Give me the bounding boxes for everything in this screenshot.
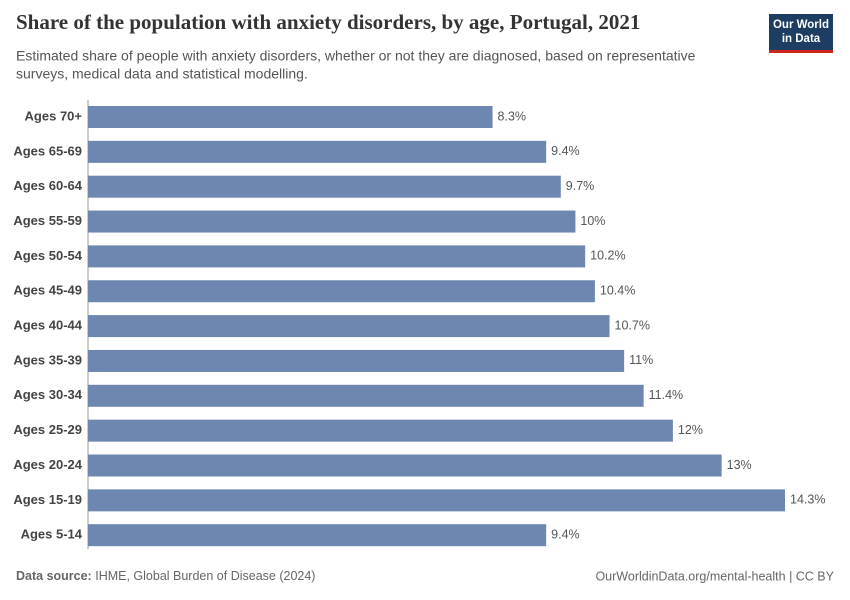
bar xyxy=(88,210,576,233)
value-label: 14.3% xyxy=(790,493,825,507)
source-text: IHME, Global Burden of Disease (2024) xyxy=(95,569,315,583)
bar xyxy=(88,106,493,128)
footer-link[interactable]: OurWorldinData.org/mental-health | CC BY xyxy=(595,569,834,583)
source-label: Data source: xyxy=(16,569,92,583)
bar xyxy=(88,349,625,372)
y-tick-label: Ages 70+ xyxy=(25,108,83,123)
y-tick-label: Ages 20-24 xyxy=(13,457,82,472)
y-tick-label: Ages 15-19 xyxy=(13,492,82,507)
logo-text: in Data xyxy=(782,33,821,45)
bar xyxy=(88,419,673,442)
value-label: 10.2% xyxy=(590,249,625,263)
value-label: 9.7% xyxy=(566,179,595,193)
value-label: 12% xyxy=(678,423,703,437)
bar xyxy=(88,140,547,163)
value-label: 10.4% xyxy=(600,284,635,298)
subtitle: Estimated share of people with anxiety d… xyxy=(16,48,696,64)
bar xyxy=(88,245,586,268)
y-tick-label: Ages 60-64 xyxy=(13,178,82,193)
y-tick-label: Ages 40-44 xyxy=(13,318,82,333)
bar xyxy=(88,454,722,477)
y-tick-label: Ages 50-54 xyxy=(13,248,82,263)
bar xyxy=(88,524,547,547)
y-tick-label: Ages 30-34 xyxy=(13,387,82,402)
bar xyxy=(88,175,561,198)
bar xyxy=(88,315,610,338)
value-label: 9.4% xyxy=(551,144,580,158)
y-tick-label: Ages 65-69 xyxy=(13,143,82,158)
logo-text: Our World xyxy=(773,19,829,31)
logo[interactable]: Our World in Data xyxy=(769,14,833,53)
bar xyxy=(88,489,785,512)
y-tick-label: Ages 5-14 xyxy=(21,527,83,542)
logo-box xyxy=(769,14,833,50)
value-label: 10.7% xyxy=(615,318,650,332)
logo-bar xyxy=(769,50,833,53)
value-label: 9.4% xyxy=(551,527,580,541)
bar xyxy=(88,384,644,407)
source: Data source: IHME, Global Burden of Dise… xyxy=(16,569,315,583)
value-label: 11% xyxy=(629,353,653,367)
y-tick-label: Ages 45-49 xyxy=(13,283,82,298)
bar xyxy=(88,280,595,303)
chart-title: Share of the population with anxiety dis… xyxy=(16,10,640,34)
y-tick-label: Ages 35-39 xyxy=(13,352,82,367)
value-label: 10% xyxy=(580,214,605,228)
subtitle: surveys, medical data and statistical mo… xyxy=(16,66,308,82)
y-tick-label: Ages 25-29 xyxy=(13,422,82,437)
value-label: 8.3% xyxy=(498,109,527,123)
value-label: 11.4% xyxy=(649,388,684,402)
y-tick-label: Ages 55-59 xyxy=(13,213,82,228)
value-label: 13% xyxy=(727,458,752,472)
